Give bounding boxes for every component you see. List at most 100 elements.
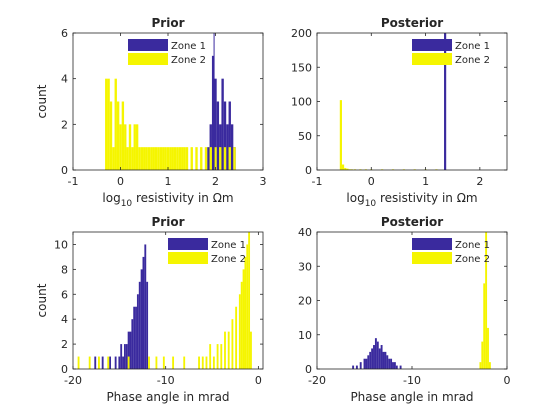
bar-zone-2: [114, 78, 117, 170]
y-tick-label: 4: [61, 313, 68, 326]
bar-zone-2: [147, 147, 151, 170]
bar-zone-1: [122, 356, 124, 369]
bar-zone-2: [195, 147, 198, 170]
bar-zone-2: [231, 319, 234, 369]
bar-zone-1: [114, 356, 117, 369]
bar-zone-1: [109, 356, 111, 369]
y-tick-label: 100: [291, 96, 312, 109]
x-axis-label-main: Phase angle in mrad: [350, 390, 473, 404]
x-tick-label: 0: [368, 175, 375, 188]
x-axis-label-rest: resistivity in Ωm: [376, 191, 477, 205]
axes-box: [72, 231, 264, 370]
chart-title: Posterior: [381, 16, 443, 30]
bar-zone-2: [219, 147, 222, 170]
bar-zone-2: [238, 294, 241, 369]
bar-zone-1: [388, 358, 391, 369]
bar-zone-1: [373, 345, 375, 369]
bar-zone-1: [399, 365, 402, 369]
bar-zone-1: [359, 362, 362, 369]
bar-zone-2: [244, 256, 247, 369]
bar-zone-2: [183, 147, 186, 170]
bar-zone-2: [173, 147, 177, 170]
legend-label: Zone 1: [455, 240, 490, 251]
bar-zone-1: [131, 319, 134, 369]
bar-zone-2: [126, 147, 129, 170]
bar-zone-1: [129, 331, 132, 369]
bar-zone-2: [98, 356, 100, 369]
bar-zone-2: [248, 232, 251, 369]
bar-zone-1: [371, 348, 374, 369]
bar-zone-2: [487, 327, 489, 369]
bar-zone-1: [367, 355, 370, 369]
bar-zone-2: [150, 147, 153, 170]
bar-zone-2: [341, 164, 345, 170]
bar-zone-1: [207, 147, 210, 170]
bar-zone-2: [169, 147, 172, 170]
x-axis-label: Phase angle in mrad: [106, 390, 229, 404]
y-tick-label: 2: [61, 338, 68, 351]
bar-zone-2: [346, 168, 349, 170]
bar-zone-2: [162, 356, 165, 369]
bar-zone-2: [140, 147, 144, 170]
bar-zone-1: [223, 101, 227, 170]
bar-zone-2: [107, 78, 110, 170]
bar-zone-2: [235, 306, 238, 369]
chart-title: Prior: [152, 16, 185, 30]
y-tick-label: 40: [298, 226, 312, 239]
y-tick-label: 0: [305, 164, 312, 177]
x-tick-label: -1: [68, 175, 79, 188]
x-axis-label-subscript: 10: [365, 199, 377, 209]
legend-label: Zone 2: [455, 254, 490, 265]
y-tick-label: 6: [61, 288, 68, 301]
bar-zone-2: [135, 124, 139, 170]
bar-zone-2: [77, 356, 80, 369]
bar-zone-1: [94, 356, 97, 369]
y-tick-label: 4: [61, 73, 68, 86]
y-axis-label: count: [35, 283, 49, 317]
bar-zone-2: [242, 269, 245, 369]
y-tick-label: 30: [298, 260, 312, 273]
bar-zone-2: [216, 344, 219, 369]
bar-zone-2: [124, 124, 127, 170]
y-tick-label: 150: [291, 61, 312, 74]
y-tick-label: 20: [298, 295, 312, 308]
bar-zone-2: [107, 356, 110, 369]
bar-zone-2: [164, 147, 167, 170]
x-tick-label: 1: [422, 175, 429, 188]
bar-zone-2: [200, 147, 203, 170]
bar-zone-2: [224, 331, 226, 369]
y-tick-label: 10: [298, 329, 312, 342]
legend: Zone 1 Zone 2: [128, 39, 206, 66]
bar-zone-2: [148, 356, 150, 369]
legend-swatch: [128, 39, 168, 51]
bar-zone-2: [143, 147, 146, 170]
y-tick-label: 8: [61, 263, 68, 276]
x-tick-label: -10: [403, 374, 421, 387]
bar-zone-1: [118, 356, 121, 369]
bar-zone-1: [135, 306, 137, 369]
bar-zone-1: [138, 281, 141, 369]
chart-title: Prior: [152, 215, 185, 229]
legend-swatch: [168, 252, 208, 264]
bar-zone-1: [133, 306, 136, 369]
legend: Zone 1 Zone 2: [412, 39, 490, 66]
bar-zone-2: [176, 147, 179, 170]
bar-zone-2: [483, 283, 486, 369]
bar-zone-1: [376, 341, 379, 369]
x-tick-label: 3: [260, 175, 267, 188]
legend-swatch: [412, 238, 452, 250]
bar-zone-2: [152, 147, 155, 170]
y-tick-label: 50: [298, 130, 312, 143]
bar-zone-2: [178, 147, 182, 170]
subplot-4: -20 -10 0 0 10 20 30 40 Posterior Phase angle in …: [298, 215, 511, 404]
bar-zone-2: [181, 147, 184, 170]
x-tick-label: 2: [476, 175, 483, 188]
bar-zone-2: [204, 147, 208, 170]
y-tick-label: 0: [61, 363, 68, 376]
bar-zone-1: [352, 365, 355, 369]
bar-zone-1: [221, 78, 224, 170]
x-tick-label: -10: [157, 374, 175, 387]
bar-zone-2: [109, 101, 113, 170]
x-axis-label-main: log: [102, 191, 120, 205]
bar-zone-1: [369, 351, 372, 369]
